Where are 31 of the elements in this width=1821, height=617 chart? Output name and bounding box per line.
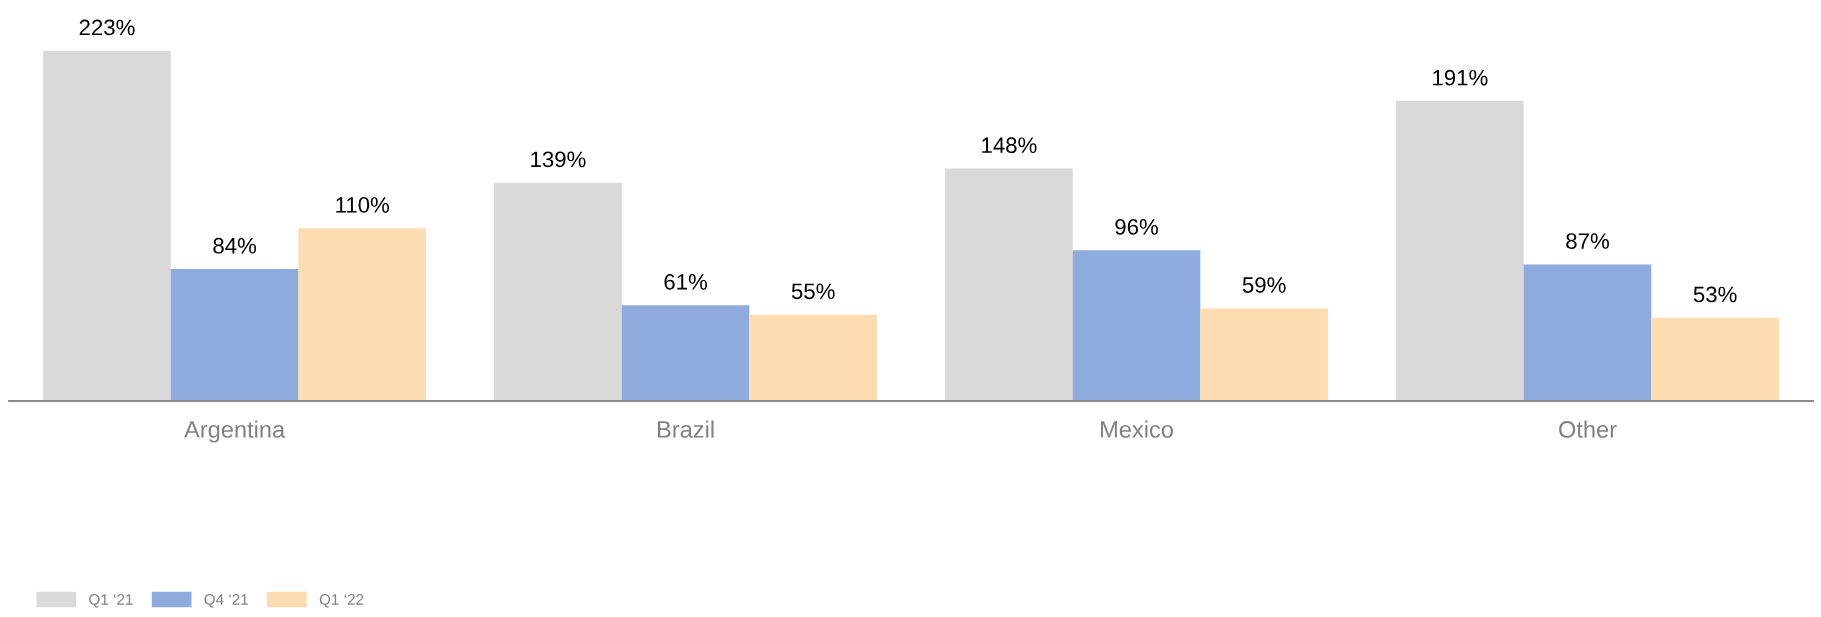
data-label: 87% <box>1566 233 1609 249</box>
data-label: 59% <box>1242 277 1286 293</box>
legend-label: Q1 ‘22 <box>319 594 364 608</box>
bar <box>1651 317 1779 402</box>
data-label: 110% <box>336 197 390 213</box>
data-label: 61% <box>664 274 708 290</box>
x-tick-label: Argentina <box>184 420 286 443</box>
data-label: 84% <box>213 237 257 254</box>
legend-label: Q1 ‘21 <box>89 594 133 608</box>
bar <box>945 168 1073 402</box>
data-label: 191% <box>1433 69 1488 86</box>
bar <box>749 314 877 402</box>
bar <box>43 50 171 402</box>
x-tick-label: Brazil <box>657 420 714 438</box>
bar <box>494 182 622 402</box>
data-label: 96% <box>1115 219 1158 235</box>
data-label: 223% <box>79 19 135 36</box>
legend-label: Q4 ‘21 <box>204 594 248 608</box>
bar <box>621 305 750 402</box>
x-tick-label: Mexico <box>1101 420 1173 438</box>
bar <box>1523 264 1652 402</box>
data-label: 55% <box>791 283 835 300</box>
data-label: 139% <box>531 151 586 168</box>
bar <box>298 228 427 402</box>
bar <box>170 269 299 402</box>
bar <box>1200 308 1328 402</box>
bar <box>1396 101 1524 402</box>
x-tick-label: Other <box>1559 420 1617 438</box>
data-label: 53% <box>1693 286 1737 303</box>
bar <box>1072 250 1201 402</box>
data-label: 148% <box>982 137 1037 154</box>
